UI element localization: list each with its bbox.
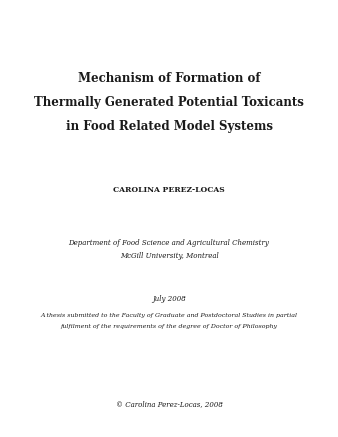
Text: Thermally Generated Potential Toxicants: Thermally Generated Potential Toxicants bbox=[34, 96, 304, 109]
Text: Mechanism of Formation of: Mechanism of Formation of bbox=[78, 72, 260, 85]
Text: Department of Food Science and Agricultural Chemistry: Department of Food Science and Agricultu… bbox=[69, 239, 269, 246]
Text: CAROLINA PEREZ-LOCAS: CAROLINA PEREZ-LOCAS bbox=[113, 186, 225, 194]
Text: in Food Related Model Systems: in Food Related Model Systems bbox=[66, 120, 272, 133]
Text: fulfilment of the requirements of the degree of Doctor of Philosophy: fulfilment of the requirements of the de… bbox=[61, 324, 277, 329]
Text: © Carolina Perez-Locas, 2008: © Carolina Perez-Locas, 2008 bbox=[116, 400, 222, 408]
Text: McGill University, Montreal: McGill University, Montreal bbox=[120, 252, 218, 260]
Text: July 2008: July 2008 bbox=[152, 295, 186, 303]
Text: A thesis submitted to the Faculty of Graduate and Postdoctoral Studies in partia: A thesis submitted to the Faculty of Gra… bbox=[41, 313, 297, 318]
